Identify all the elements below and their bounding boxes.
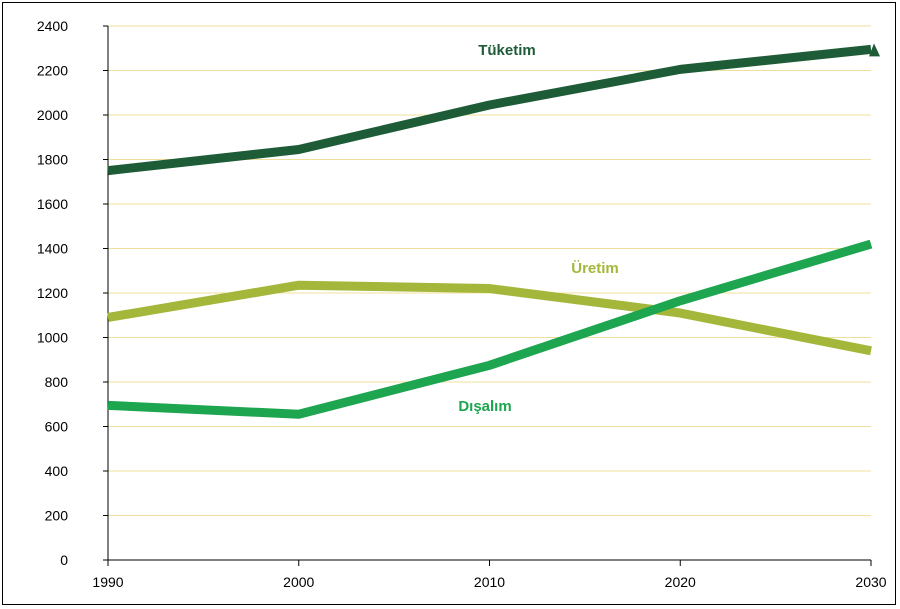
x-tick-label: 2010 xyxy=(474,574,505,590)
y-tick-label: 400 xyxy=(45,463,69,479)
series-label-uretim: Üretim xyxy=(571,260,619,277)
series-lines xyxy=(107,43,880,419)
y-tick-label: 0 xyxy=(60,552,68,568)
y-tick-label: 1000 xyxy=(37,330,68,346)
y-tick-label: 600 xyxy=(45,419,69,435)
series-line xyxy=(107,280,872,356)
y-tick-label: 1800 xyxy=(37,152,68,168)
y-tick-label: 200 xyxy=(45,508,69,524)
y-tick-label: 2400 xyxy=(37,18,68,34)
y-tick-label: 2200 xyxy=(37,63,68,79)
series-label-tuketim: Tüketim xyxy=(478,42,536,59)
x-tick-label: 2000 xyxy=(283,574,314,590)
series-line xyxy=(107,44,872,176)
y-tick-label: 1600 xyxy=(37,196,68,212)
series-labels: Tüketim Üretim Dışalım xyxy=(458,42,618,415)
x-tick-label: 2030 xyxy=(855,574,886,590)
axes: 0 200 400 600 800 1000 1200 1400 1600 1800 2000 220… xyxy=(37,18,887,590)
line-chart: 0 200 400 600 800 1000 1200 1400 1600 1800 2000 220… xyxy=(37,18,887,590)
x-tick-label: 2020 xyxy=(665,574,696,590)
series-end-marker xyxy=(869,43,880,57)
series-line xyxy=(107,239,873,419)
series-label-disalim: Dışalım xyxy=(458,398,511,415)
y-tick-label: 800 xyxy=(45,374,69,390)
y-tick-label: 1400 xyxy=(37,241,68,257)
gridlines xyxy=(108,25,871,516)
x-tick-label: 1990 xyxy=(92,574,123,590)
y-tick-label: 1200 xyxy=(37,285,68,301)
y-tick-label: 2000 xyxy=(37,107,68,123)
